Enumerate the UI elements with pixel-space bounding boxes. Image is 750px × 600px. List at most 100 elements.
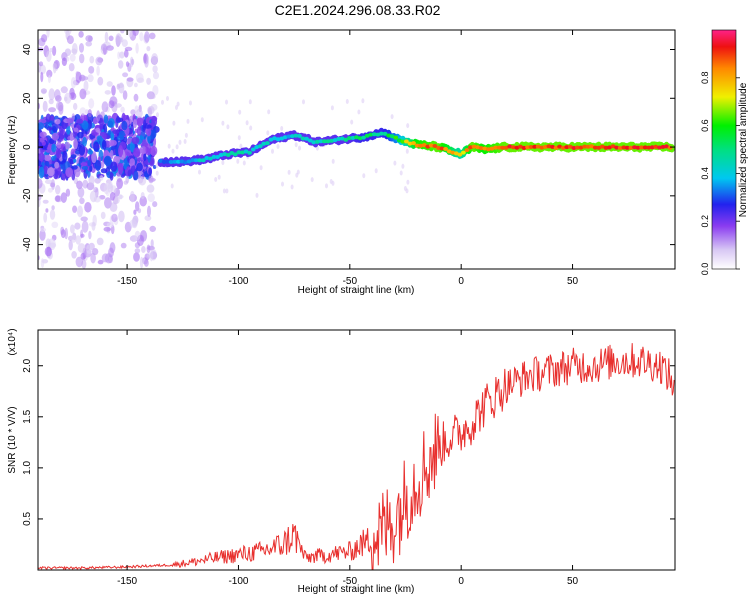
noise-blob — [238, 109, 242, 115]
noise-blob — [143, 53, 147, 64]
noise-blob — [73, 102, 78, 111]
noise-blob — [87, 149, 94, 155]
noise-blob — [161, 99, 164, 105]
noise-blob — [86, 244, 93, 255]
noise-blob — [60, 229, 66, 239]
noise-blob — [150, 239, 154, 248]
noise-blob — [236, 158, 240, 164]
ridge-mark — [617, 146, 623, 150]
noise-blob — [71, 43, 78, 55]
noise-blob — [266, 130, 270, 136]
noise-blob — [131, 216, 138, 229]
noise-blob — [42, 100, 48, 113]
noise-blob — [85, 41, 92, 47]
spectrogram-marks — [38, 30, 675, 269]
ridge-mark — [500, 145, 505, 150]
noise-blob — [310, 177, 314, 183]
noise-blob — [58, 104, 64, 115]
noise-blob — [401, 163, 405, 169]
ridge-mark — [628, 145, 634, 150]
noise-blob — [134, 248, 141, 254]
noise-blob — [96, 237, 104, 246]
ridge-mark — [621, 145, 627, 150]
noise-blob — [167, 143, 171, 149]
snr-panel: -150 -100 -50 0 50 0.5 1.0 1.5 2.0 Height of st… — [7, 328, 676, 595]
noise-blob — [393, 160, 397, 166]
noise-blob — [144, 31, 150, 43]
spectrogram-y-ticks: -40 -20 0 20 40 — [22, 44, 675, 252]
snr-y-label: SNR (10 * V/V) — [7, 406, 18, 473]
y-tick-label: 20 — [22, 92, 33, 104]
ridge-mark — [300, 136, 306, 141]
ridge-mark — [653, 144, 659, 149]
noise-blob — [108, 35, 114, 42]
noise-blob — [79, 107, 87, 116]
noise-blob — [42, 199, 49, 204]
noise-blob — [134, 82, 138, 88]
noise-blob — [72, 165, 78, 170]
ridge-mark — [371, 132, 377, 137]
noise-blob — [117, 51, 121, 60]
x-tick-label: -100 — [228, 576, 248, 587]
ridge-mark — [432, 144, 438, 148]
noise-blob — [151, 115, 158, 127]
noise-blob — [64, 141, 71, 150]
snr-series-line — [38, 343, 675, 570]
noise-blob — [302, 99, 305, 105]
y-tick-label: 40 — [22, 44, 33, 56]
y-tick-label: -20 — [22, 188, 33, 203]
noise-blob — [146, 184, 155, 193]
noise-blob — [149, 32, 156, 40]
ridge-mark — [493, 145, 498, 150]
noise-blob — [52, 45, 57, 57]
noise-blob — [118, 60, 124, 69]
noise-blob — [88, 175, 95, 186]
ridge-mark — [589, 144, 595, 149]
noise-blob — [116, 83, 120, 90]
noise-blob — [66, 117, 74, 124]
noise-blob — [91, 151, 97, 164]
ridge-mark — [322, 139, 327, 144]
ridge-mark — [175, 159, 181, 164]
noise-blob — [60, 86, 68, 94]
noise-blob — [136, 117, 144, 127]
noise-blob — [116, 178, 123, 190]
noise-blob — [143, 124, 152, 129]
ridge-mark — [564, 145, 570, 150]
x-tick-label: 0 — [458, 576, 464, 587]
noise-blob — [125, 61, 130, 67]
noise-blob — [40, 88, 48, 94]
noise-blob — [39, 227, 47, 232]
noise-blob — [99, 111, 106, 120]
ridge-mark — [482, 146, 488, 151]
noise-blob — [120, 242, 127, 249]
ridge-mark — [204, 156, 210, 160]
colorbar: 0.0 0.2 0.4 0.6 0.8 Normalized spectral ampl… — [700, 29, 749, 275]
ridge-mark — [404, 139, 409, 144]
ridge-mark — [297, 133, 302, 138]
ridge-mark — [286, 134, 292, 139]
noise-blob — [60, 192, 67, 204]
noise-blob — [106, 222, 114, 228]
noise-blob — [151, 53, 159, 65]
noise-blob — [51, 143, 57, 153]
ridge-mark — [546, 144, 552, 149]
noise-blob — [139, 195, 147, 207]
noise-blob — [139, 31, 144, 42]
spectrogram-y-label: Frequency (Hz) — [7, 116, 18, 185]
noise-blob — [248, 99, 252, 105]
colorbar-tick-label: 0.6 — [700, 119, 710, 132]
noise-blob — [330, 105, 334, 111]
colorbar-tick-label: 0.4 — [700, 167, 710, 180]
noise-blob — [104, 90, 112, 95]
noise-blob — [90, 252, 96, 264]
noise-blob — [52, 63, 57, 69]
noise-blob — [64, 30, 72, 36]
noise-blob — [152, 71, 160, 80]
noise-blob — [242, 160, 246, 166]
noise-blob — [89, 190, 98, 203]
noise-blob — [166, 96, 169, 101]
noise-blob — [280, 126, 284, 131]
noise-blob — [108, 247, 114, 258]
